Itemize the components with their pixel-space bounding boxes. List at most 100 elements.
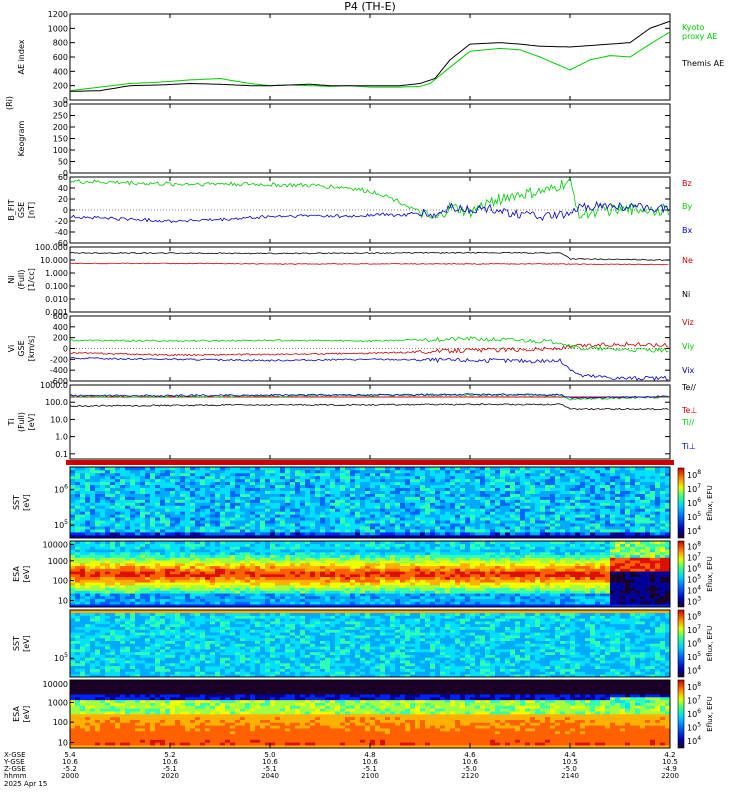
spectrogram-cell — [265, 593, 270, 596]
spectrogram-cell — [380, 582, 385, 585]
spectrogram-cell — [220, 494, 225, 497]
spectrogram-cell — [160, 511, 165, 514]
spectrogram-cell — [125, 488, 130, 491]
spectrogram-cell — [85, 526, 90, 529]
spectrogram-cell — [260, 500, 265, 503]
spectrogram-cell — [105, 488, 110, 491]
spectrogram-cell — [140, 569, 145, 572]
spectrogram-cell — [645, 508, 650, 511]
spectrogram-cell — [345, 558, 350, 561]
spectrogram-cell — [415, 514, 420, 517]
spectrogram-cell — [385, 482, 390, 485]
spectrogram-cell — [200, 574, 205, 577]
spectrogram-cell — [475, 473, 480, 476]
spectrogram-cell — [405, 585, 410, 588]
spectrogram-cell — [140, 571, 145, 574]
spectrogram-cell — [135, 582, 140, 585]
spectrogram-cell — [360, 547, 365, 550]
spectrogram-cell — [430, 549, 435, 552]
spectrogram-cell — [530, 470, 535, 473]
spectrogram-cell — [125, 529, 130, 532]
spectrogram-cell — [465, 500, 470, 503]
spectrogram-cell — [265, 500, 270, 503]
spectrogram-cell — [485, 491, 490, 494]
spectrogram-cell — [245, 552, 250, 555]
spectrogram-cell — [235, 544, 240, 547]
spectrogram-cell — [540, 517, 545, 520]
spectrogram-cell — [115, 491, 120, 494]
spectrogram-cell — [505, 488, 510, 491]
spectrogram-cell — [95, 602, 100, 605]
spectrogram-cell — [405, 503, 410, 506]
spectrogram-cell — [420, 482, 425, 485]
spectrogram-cell — [660, 470, 665, 473]
spectrogram-cell — [540, 520, 545, 523]
spectrogram-cell — [660, 526, 665, 529]
spectrogram-cell — [570, 500, 575, 503]
spectrogram-cell — [565, 532, 570, 535]
spectrogram-cell — [440, 517, 445, 520]
spectrogram-cell — [110, 476, 115, 479]
spectrogram-cell — [160, 494, 165, 497]
series-label-4-1: Viy — [682, 342, 695, 351]
spectrogram-cell — [595, 517, 600, 520]
spectrogram-cell — [270, 520, 275, 523]
spectrogram-cell — [230, 558, 235, 561]
spectrogram-cell — [80, 593, 85, 596]
spectrogram-cell — [590, 500, 595, 503]
spectrogram-cell — [410, 602, 415, 605]
spectrogram-cell — [295, 479, 300, 482]
spectrogram-cell — [355, 508, 360, 511]
spectrogram-cell — [585, 523, 590, 526]
spectrogram-cell — [155, 503, 160, 506]
spectrogram-cell — [110, 520, 115, 523]
spectrogram-cell — [280, 494, 285, 497]
spectrogram-cell — [360, 596, 365, 599]
spectrogram-cell — [535, 500, 540, 503]
spectrogram-cell — [435, 508, 440, 511]
spectrogram-cell — [175, 552, 180, 555]
spectrogram-cell — [510, 470, 515, 473]
spectrogram-cell — [455, 482, 460, 485]
spectrogram-cell — [285, 599, 290, 602]
spectrogram-cell — [620, 488, 625, 491]
spectrogram-cell — [125, 580, 130, 583]
spectrogram-cell — [145, 511, 150, 514]
spectrogram-cell — [220, 485, 225, 488]
spectrogram-cell — [170, 596, 175, 599]
spectrogram-cell — [240, 511, 245, 514]
spectrogram-cell — [345, 574, 350, 577]
spectrogram-cell — [525, 505, 530, 508]
panel-4-ytick-label: 200 — [53, 334, 68, 343]
spectrogram-cell — [405, 517, 410, 520]
spectrogram-cell — [410, 577, 415, 580]
spectrogram-cell — [185, 532, 190, 535]
spectrogram-cell — [315, 494, 320, 497]
spectrogram-cell — [180, 526, 185, 529]
spectrogram-cell — [310, 560, 315, 563]
spectrogram-cell — [530, 500, 535, 503]
spectrogram-cell — [495, 532, 500, 535]
spectrogram-cell — [185, 523, 190, 526]
spectrogram-cell — [445, 505, 450, 508]
spectrogram-cell — [570, 508, 575, 511]
spectrogram-cell — [95, 505, 100, 508]
spectrogram-cell — [395, 577, 400, 580]
spectrogram-cell — [410, 558, 415, 561]
spectrogram-cell — [200, 558, 205, 561]
spectrogram-cell — [380, 549, 385, 552]
spectrogram-cell — [245, 571, 250, 574]
spectrogram-cell — [320, 566, 325, 569]
spectrogram-cell — [500, 497, 505, 500]
spectrogram-cell — [330, 520, 335, 523]
spectrogram-cell — [485, 482, 490, 485]
spectrogram-cell — [460, 482, 465, 485]
spectrogram-cell — [535, 491, 540, 494]
spectrogram-cell — [125, 571, 130, 574]
spectrogram-cell — [565, 517, 570, 520]
spectrogram-cell — [290, 571, 295, 574]
spectrogram-cell — [180, 566, 185, 569]
spectrogram-cell — [105, 574, 110, 577]
spectrogram-cell — [440, 476, 445, 479]
spectrogram-cell — [340, 500, 345, 503]
